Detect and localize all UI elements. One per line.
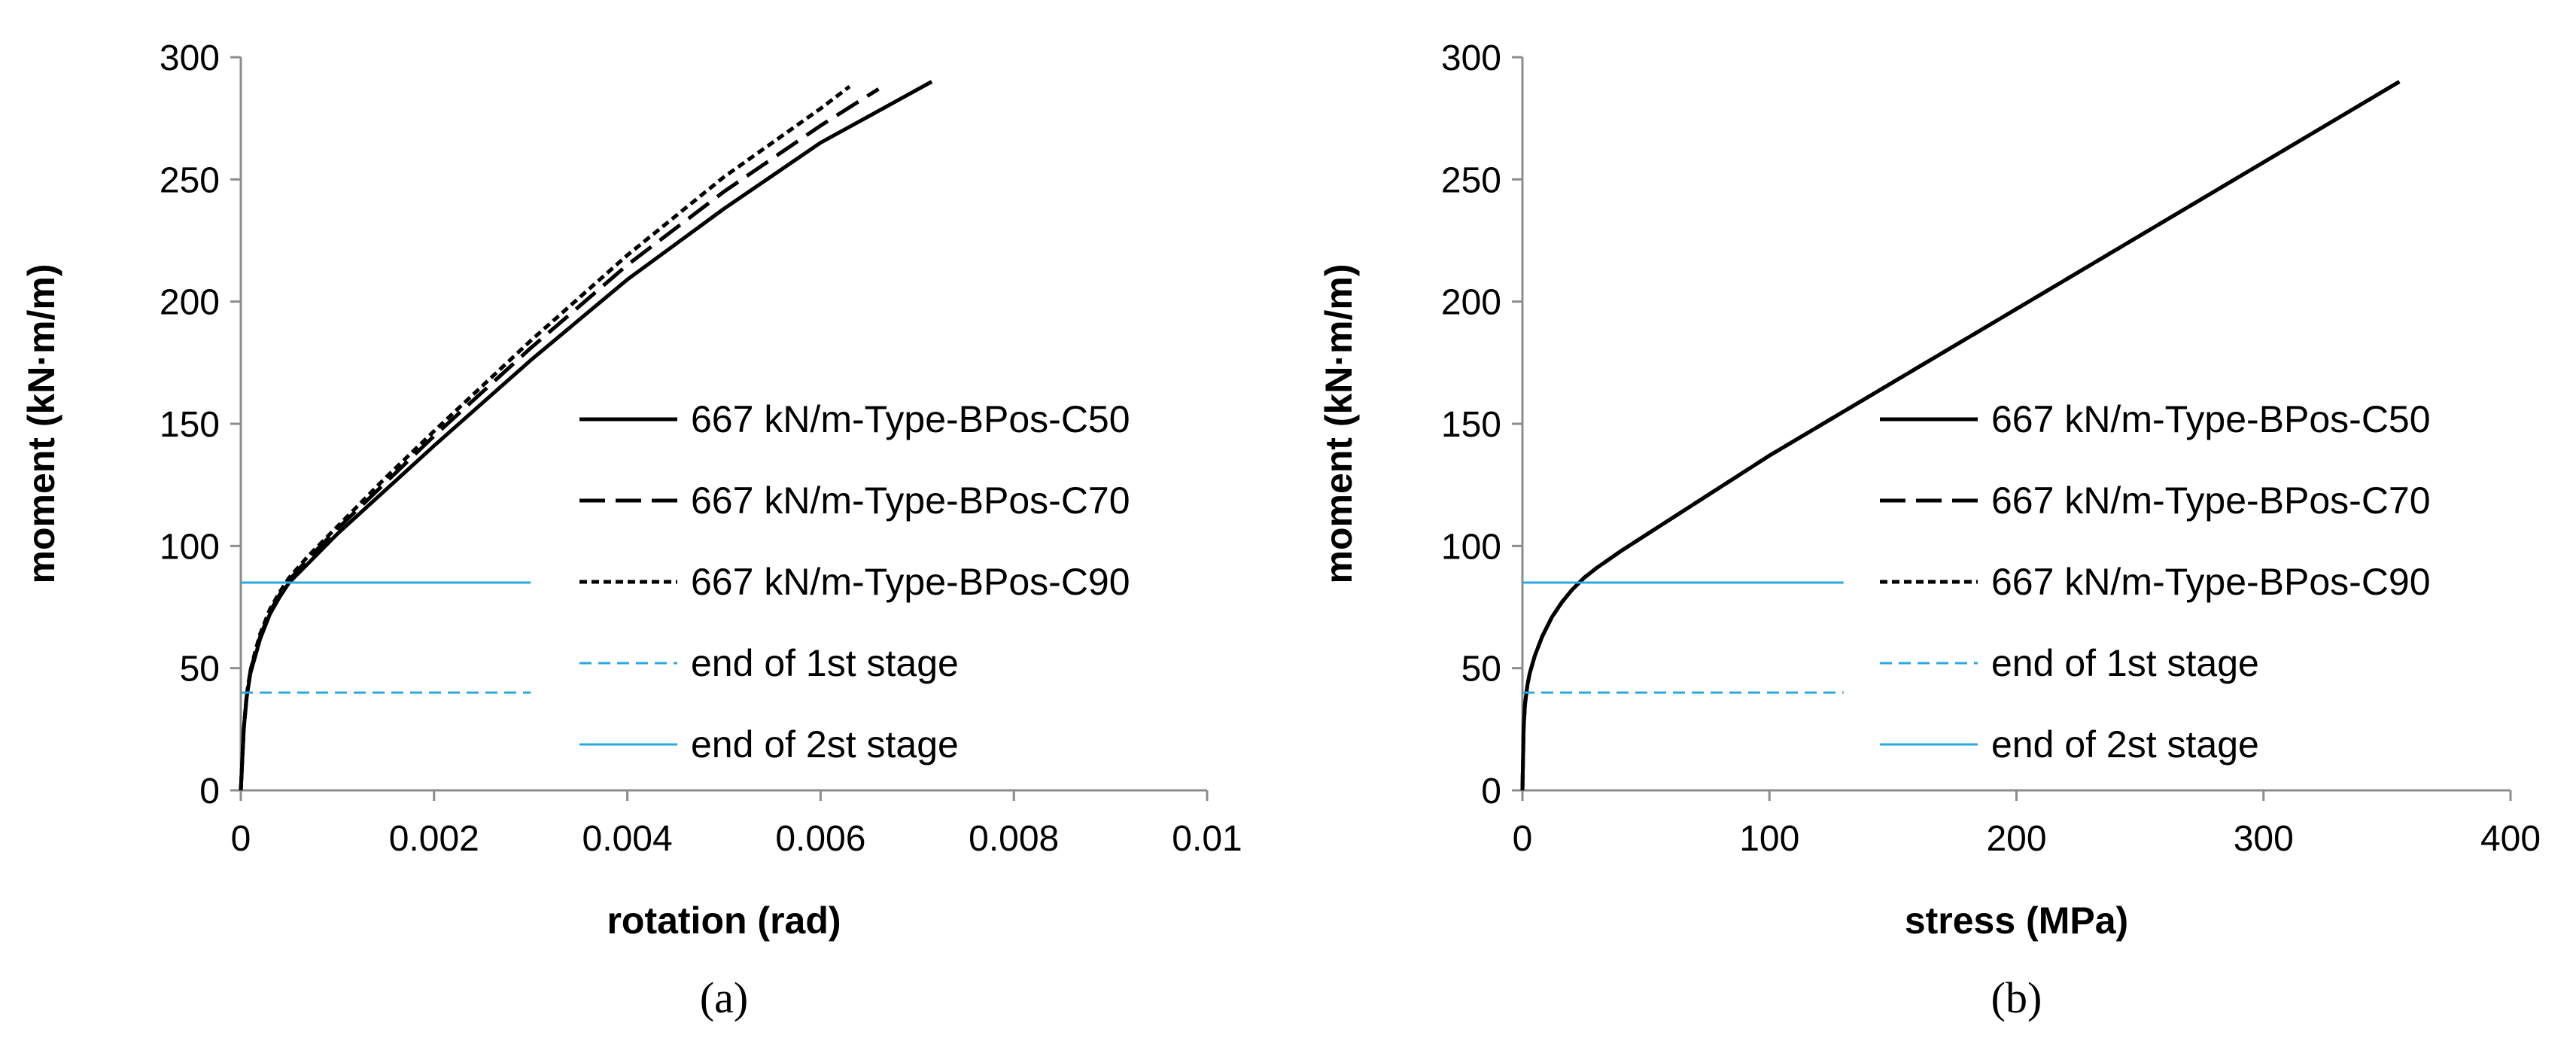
legend-label: end of 1st stage	[1991, 642, 2259, 684]
y-tick-label: 0	[199, 772, 220, 811]
x-tick-label: 0	[1513, 819, 1533, 859]
y-tick-label: 50	[1461, 650, 1501, 689]
x-tick-label: 300	[2234, 819, 2294, 859]
chart-panel-b: 0 50 100 150 200 250 300 0 100 200 300 400 stress (M…	[1318, 38, 2541, 1022]
y-tick-label: 50	[180, 650, 220, 689]
y-tick-label: 150	[1441, 405, 1501, 445]
x-tick-label: 0.006	[775, 819, 865, 859]
legend-label: end of 2st stage	[1991, 723, 2259, 766]
y-tick-label: 100	[1441, 527, 1501, 567]
x-tick-label: 0.008	[969, 819, 1059, 859]
x-axis-label: stress (MPa)	[1905, 899, 2128, 942]
x-tick-label: 0.01	[1172, 819, 1242, 859]
legend-label: 667 kN/m-Type-BPos-C50	[1991, 398, 2431, 440]
panel-label: (a)	[700, 973, 748, 1022]
y-tick-label: 300	[1441, 38, 1501, 78]
x-tick-label: 0.004	[582, 819, 673, 859]
y-tick-label: 100	[160, 527, 220, 567]
series-line-a-667-kn-m-type-bpos-c90	[239, 85, 851, 791]
y-tick-label: 250	[1441, 160, 1501, 200]
legend-label: 667 kN/m-Type-BPos-C50	[691, 398, 1130, 440]
legend-label: 667 kN/m-Type-BPos-C90	[691, 561, 1130, 603]
legend-label: 667 kN/m-Type-BPos-C70	[1991, 479, 2431, 522]
x-tick-label: 200	[1986, 819, 2046, 859]
y-tick-label: 250	[160, 160, 220, 200]
x-tick-label: 100	[1739, 819, 1799, 859]
y-tick-label: 0	[1481, 772, 1501, 811]
y-tick-label: 200	[1441, 283, 1501, 323]
x-axis-label: rotation (rad)	[607, 899, 841, 942]
x-tick-label: 400	[2480, 819, 2541, 859]
legend-label: 667 kN/m-Type-BPos-C70	[691, 479, 1130, 522]
legend-label: end of 1st stage	[691, 642, 959, 684]
series-line-b-667-kn-m-type-bpos-c90	[1520, 80, 2401, 791]
x-tick-label: 0	[231, 819, 251, 859]
y-tick-label: 200	[160, 283, 220, 323]
y-axis-label: moment (kN·m/m)	[1318, 263, 1360, 583]
panel-label: (b)	[1991, 973, 2042, 1022]
legend-label: end of 2st stage	[691, 723, 959, 766]
legend-label: 667 kN/m-Type-BPos-C90	[1991, 561, 2431, 603]
chart-panel-a: 0 50 100 150 200 250 300 0 0.002 0.004 0.006 0.008 0…	[20, 38, 1242, 1022]
x-tick-label: 0.002	[389, 819, 479, 859]
y-tick-label: 150	[160, 405, 220, 445]
y-tick-label: 300	[160, 38, 220, 78]
y-axis-label: moment (kN·m/m)	[20, 263, 62, 583]
